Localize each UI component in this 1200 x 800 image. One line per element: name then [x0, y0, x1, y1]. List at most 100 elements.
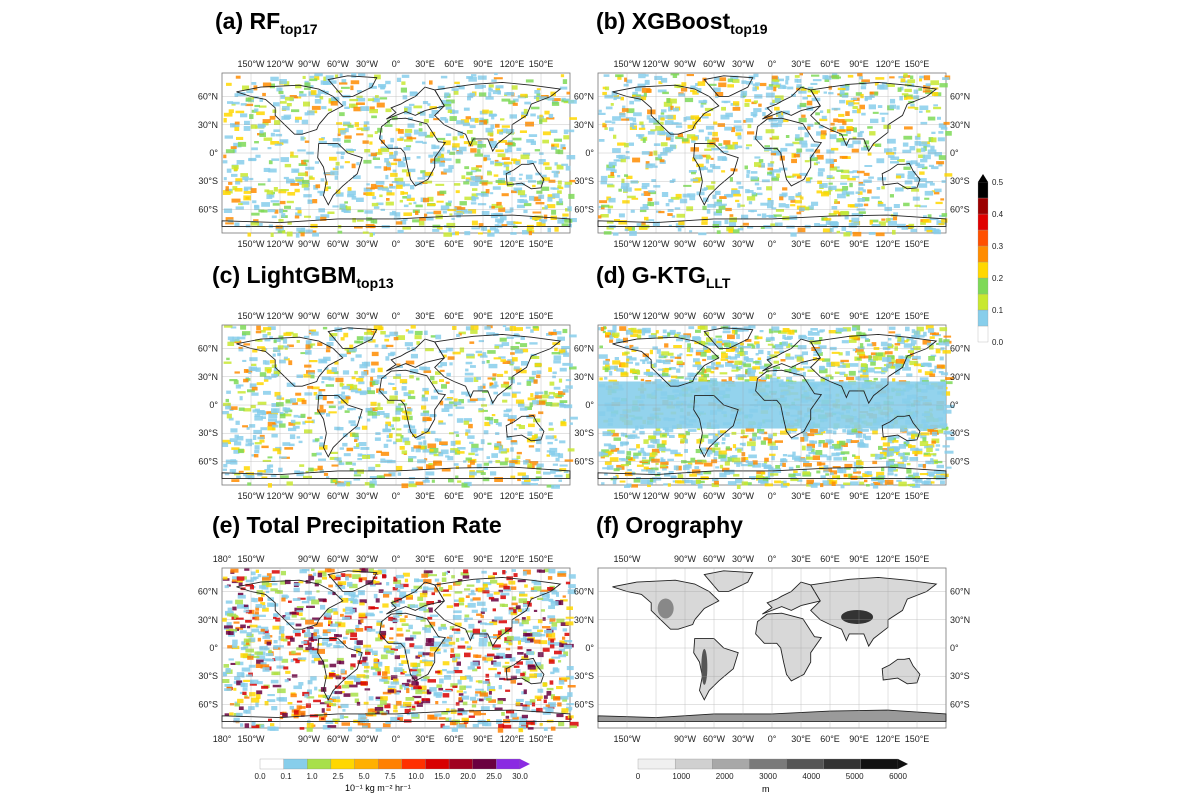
map-field-cell	[937, 116, 941, 120]
map-field-cell	[711, 362, 716, 366]
map-field-cell	[516, 424, 522, 427]
map-field-cell	[470, 365, 476, 368]
map-field-cell	[811, 74, 820, 77]
map-field-cell	[716, 209, 722, 213]
map-field-cell	[393, 441, 397, 445]
map-field-cell	[768, 328, 774, 334]
map-field-cell	[819, 183, 828, 188]
map-field-cell	[354, 435, 359, 441]
map-field-cell	[727, 78, 733, 83]
map-field-cell	[301, 119, 309, 125]
map-field-cell	[511, 85, 518, 90]
map-field-cell	[844, 83, 850, 88]
top-lon-label: 90°W	[298, 59, 321, 69]
map-field-cell	[756, 474, 763, 480]
map-field-cell	[243, 378, 249, 383]
map-field-cell	[421, 405, 427, 410]
map-field-cell	[832, 466, 841, 469]
map-field-cell	[310, 90, 317, 95]
map-field-cell	[541, 186, 550, 191]
map-field-cell	[529, 160, 537, 164]
map-field-cell	[354, 226, 363, 229]
map-field-cell	[912, 450, 920, 455]
map-field-cell	[823, 218, 832, 221]
map-field-cell	[297, 180, 305, 185]
map-field-cell	[557, 185, 562, 188]
map-field-cell	[829, 134, 837, 140]
map-field-cell	[775, 222, 783, 226]
map-field-cell	[352, 218, 356, 223]
map-field-cell	[222, 190, 231, 195]
map-field-cell	[226, 390, 231, 394]
map-field-cell	[633, 112, 642, 117]
map-field-cell	[838, 138, 847, 141]
map-field-cell	[439, 441, 448, 445]
map-field-cell	[469, 471, 477, 476]
map-field-cell	[452, 143, 460, 148]
top-lon-label: 90°E	[473, 59, 493, 69]
map-field-cell	[812, 455, 820, 460]
map-field-cell	[854, 203, 863, 207]
map-field-cell	[310, 343, 316, 346]
map-field-cell	[520, 343, 528, 348]
map-field-cell	[434, 438, 439, 442]
map-field-cell	[945, 404, 955, 409]
map-field-cell	[607, 208, 611, 214]
map-field-cell	[519, 407, 528, 411]
map-field-cell	[715, 361, 721, 365]
map-field-cell	[401, 450, 408, 455]
map-field-cell	[863, 172, 870, 176]
map-field-cell	[503, 413, 509, 417]
map-field-cell	[448, 165, 454, 169]
map-field-cell	[257, 124, 266, 128]
right-lat-label: 30°N	[950, 372, 970, 382]
map-field-cell	[825, 158, 834, 164]
map-field-cell	[940, 347, 945, 351]
map-field-cell	[919, 110, 923, 113]
map-field-cell	[747, 371, 756, 377]
map-field-cell	[476, 463, 482, 469]
map-field-cell	[229, 379, 238, 382]
map-field-cell	[833, 210, 840, 214]
map-field-cell	[266, 369, 271, 374]
map-field-cell	[383, 443, 389, 448]
map-field-cell	[295, 212, 302, 217]
map-field-cell	[563, 129, 569, 135]
map-field-cell	[519, 194, 527, 198]
map-field-cell	[761, 179, 770, 183]
map-field-cell	[467, 435, 475, 439]
map-field-cell	[764, 483, 773, 487]
map-field-cell	[422, 416, 431, 422]
map-field-cell	[334, 361, 339, 365]
map-field-cell	[333, 371, 339, 375]
map-field-cell	[380, 458, 386, 463]
map-field-cell	[479, 117, 484, 122]
map-field-cell	[911, 433, 920, 438]
map-field-cell	[229, 406, 238, 410]
map-field-cell	[292, 333, 298, 338]
map-field-cell	[267, 178, 271, 182]
map-field-cell	[414, 330, 423, 335]
map-field-cell	[791, 436, 799, 440]
map-field-cell	[509, 460, 518, 464]
map-field-cell	[546, 450, 552, 453]
map-field-cell	[561, 163, 569, 166]
map-field-cell	[648, 435, 656, 441]
map-field-cell	[532, 184, 536, 188]
map-field-cell	[359, 391, 368, 394]
left-lat-label: 30°S	[198, 176, 218, 186]
map-field-cell	[363, 121, 370, 125]
map-field-cell	[695, 329, 701, 333]
map-field-cell	[810, 428, 818, 433]
map-field-cell	[764, 107, 770, 110]
left-lat-label: 0°	[209, 400, 218, 410]
map-field-cell	[872, 111, 879, 114]
map-field-cell	[541, 394, 550, 399]
map-field-cell	[440, 449, 449, 455]
map-field-cell	[945, 436, 955, 441]
map-field-cell	[243, 126, 251, 131]
map-field-cell	[852, 105, 858, 110]
map-field-cell	[447, 109, 453, 113]
map-field-cell	[765, 129, 775, 134]
map-field-cell	[862, 372, 869, 375]
